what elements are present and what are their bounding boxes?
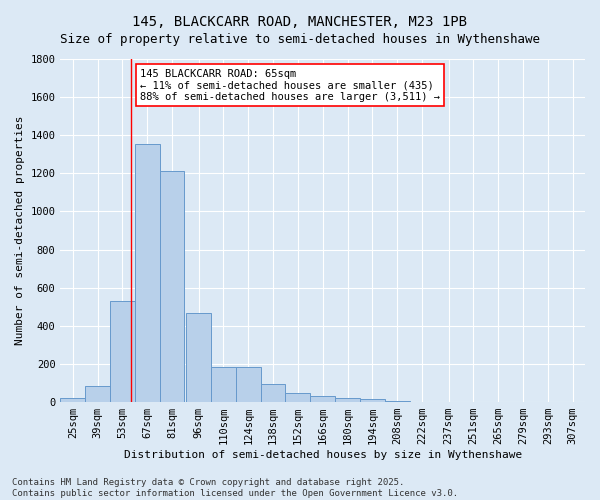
X-axis label: Distribution of semi-detached houses by size in Wythenshawe: Distribution of semi-detached houses by …: [124, 450, 522, 460]
Text: 145 BLACKCARR ROAD: 65sqm
← 11% of semi-detached houses are smaller (435)
88% of: 145 BLACKCARR ROAD: 65sqm ← 11% of semi-…: [140, 68, 440, 102]
Bar: [160, 170, 184, 402]
Bar: [236, 367, 260, 402]
Bar: [110, 301, 135, 402]
Text: Contains HM Land Registry data © Crown copyright and database right 2025.
Contai: Contains HM Land Registry data © Crown c…: [12, 478, 458, 498]
Bar: [186, 314, 211, 402]
Text: 145, BLACKCARR ROAD, MANCHESTER, M23 1PB: 145, BLACKCARR ROAD, MANCHESTER, M23 1PB: [133, 15, 467, 29]
Bar: [310, 396, 335, 402]
Bar: [260, 384, 286, 402]
Bar: [135, 144, 160, 402]
Bar: [286, 392, 310, 402]
Bar: [360, 399, 385, 402]
Bar: [385, 401, 410, 402]
Text: Size of property relative to semi-detached houses in Wythenshawe: Size of property relative to semi-detach…: [60, 32, 540, 46]
Bar: [335, 398, 360, 402]
Bar: [211, 367, 236, 402]
Bar: [61, 398, 85, 402]
Bar: [85, 386, 110, 402]
Y-axis label: Number of semi-detached properties: Number of semi-detached properties: [15, 116, 25, 346]
